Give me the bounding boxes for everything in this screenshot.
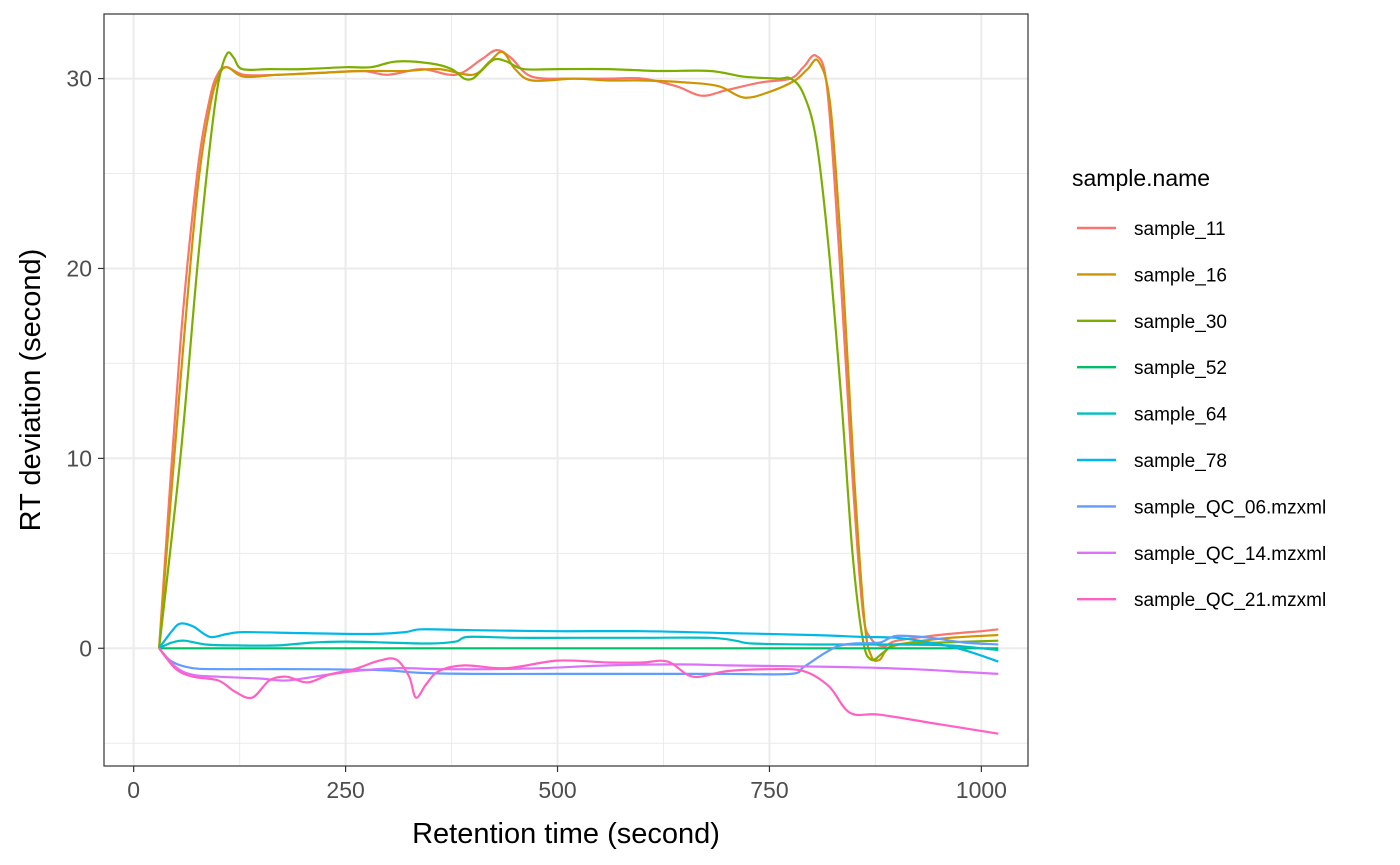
plot-border [103,13,1029,767]
series-line-sample_QC_06.mzxml [158,634,999,676]
legend-label-sample_QC_06.mzxml: sample_QC_06.mzxml [1134,497,1326,518]
legend: sample.name sample_11 sample_16 sample_30s… [1072,165,1326,611]
legend-title: sample.name [1072,165,1210,191]
series-line-sample_30 [158,51,999,662]
legend-label-sample_QC_21.mzxml: sample_QC_21.mzxml [1134,590,1326,611]
x-tick-label: 250 [326,777,364,803]
y-tick-label: 30 [66,66,92,92]
series-line-sample_QC_14.mzxml [158,647,999,682]
y-axis: 0 10 20 30 [66,66,104,661]
legend-label-sample_11: sample_11 [1134,219,1226,240]
series-line-sample_78 [158,622,999,663]
y-tick-label: 20 [66,255,92,281]
legend-label-sample_30: sample_30 [1134,312,1227,333]
series-lines [158,48,999,735]
legend-label-sample_78: sample_78 [1134,451,1227,472]
x-tick-label: 500 [538,777,576,803]
legend-label-sample_16: sample_16 [1134,265,1227,286]
y-tick-label: 0 [79,635,92,661]
legend-label-sample_52: sample_52 [1134,358,1227,379]
plot-panel [104,14,1028,766]
x-tick-label: 1000 [956,777,1007,803]
y-axis-title: RT deviation (second) [15,249,47,532]
x-tick-label: 750 [750,777,788,803]
x-tick-label: 0 [127,777,140,803]
grid-minor [104,14,1028,766]
series-line-sample_QC_21.mzxml [158,647,999,735]
legend-label-sample_64: sample_64 [1134,405,1227,426]
series-line-sample_16 [158,50,999,662]
x-axis-title: Retention time (second) [412,818,720,850]
y-tick-label: 10 [66,445,92,471]
legend-label-sample_QC_14.mzxml: sample_QC_14.mzxml [1134,544,1326,565]
x-axis: 0 250 500 750 1000 [127,766,1007,803]
